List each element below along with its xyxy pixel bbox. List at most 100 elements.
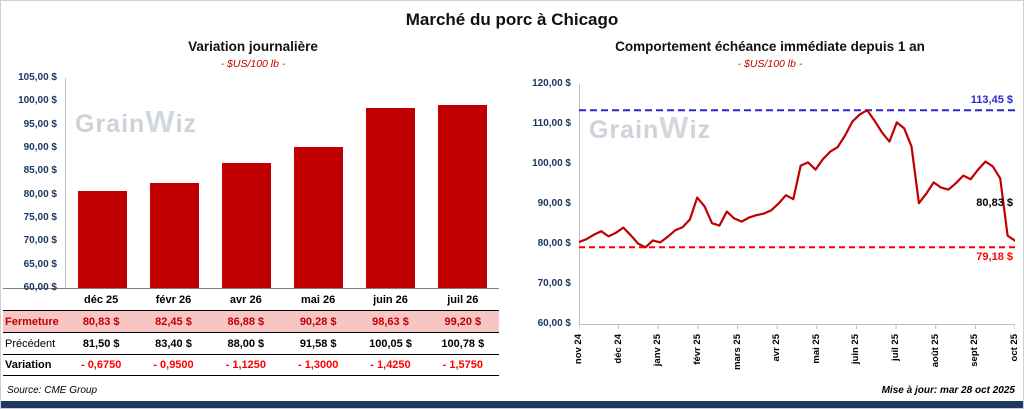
month-label: mai 26 bbox=[301, 293, 336, 306]
table-row: Fermeture 80,83 $ 82,45 $ 86,88 $ 90,28 $ 98,… bbox=[3, 310, 499, 332]
bar-y-tick: 70,00 $ bbox=[23, 235, 57, 247]
grainwiz-watermark: GrainWiz bbox=[589, 110, 711, 146]
table-value: 90,28 $ bbox=[299, 315, 337, 328]
page-title: Marché du porc à Chicago bbox=[405, 10, 619, 29]
line-x-tick-label: août 25 bbox=[929, 334, 941, 368]
line-y-tick: 70,00 $ bbox=[537, 278, 571, 289]
bar-slot bbox=[210, 78, 282, 288]
bar-chart: 105,00 $ 100,00 $ 95,00 $ 90,00 $ 85,00 $ 80,… bbox=[3, 72, 503, 293]
bar-chart-section: Variation journalière - $US/100 lb - 105… bbox=[3, 37, 503, 376]
line-x-tick-label: oct 25 bbox=[1009, 334, 1020, 362]
bar-y-axis: 105,00 $ 100,00 $ 95,00 $ 90,00 $ 85,00 $ 80,… bbox=[3, 72, 61, 293]
watermark-text: W bbox=[145, 104, 176, 139]
table-value: 80,83 $ bbox=[82, 315, 120, 328]
line-x-tick-label: mai 25 bbox=[810, 334, 822, 364]
line-x-tick-label: avr 25 bbox=[771, 334, 783, 362]
line-y-axis: 120,00 $ 110,00 $ 100,00 $ 90,00 $ 80,00 $ 70… bbox=[517, 78, 575, 329]
updated-note: Mise à jour: mar 28 oct 2025 bbox=[881, 385, 1015, 396]
line-chart-title: Comportement échéance immédiate depuis 1… bbox=[615, 39, 925, 54]
table-value: 86,88 $ bbox=[227, 315, 265, 328]
bar-slot bbox=[66, 78, 138, 288]
row-label: Variation bbox=[5, 359, 52, 371]
table-value: - 1,4250 bbox=[370, 359, 411, 371]
table-row: Variation - 0,6750 - 0,9500 - 1,1250 - 1,300… bbox=[3, 354, 499, 376]
month-label: juin 26 bbox=[373, 293, 408, 306]
table-value: - 1,1250 bbox=[225, 359, 267, 371]
bar bbox=[77, 190, 127, 288]
line-chart-section: Comportement échéance immédiate depuis 1… bbox=[517, 37, 1023, 384]
bar-chart-subtitle: - $US/100 lb - bbox=[220, 58, 286, 70]
table-value: 99,20 $ bbox=[444, 315, 482, 328]
row-label: Précédent bbox=[5, 337, 56, 350]
line-x-tick-label: juil 25 bbox=[890, 334, 902, 361]
bar bbox=[366, 107, 416, 288]
bar-slot bbox=[138, 78, 210, 288]
table-value: - 1,3000 bbox=[297, 359, 339, 371]
last-price-label: 80,83 $ bbox=[976, 197, 1013, 209]
line-plot-area: 113,45 $ 80,83 $ 79,18 $ GrainWiz bbox=[579, 84, 1015, 330]
month-header-row: déc 25 févr 26 avr 26 mai 26 juin 26 juil 26 bbox=[3, 288, 499, 310]
bar-y-tick: 100,00 $ bbox=[18, 95, 57, 107]
bar-slot bbox=[427, 78, 499, 288]
table-value: - 1,5750 bbox=[442, 359, 484, 371]
table-value: 82,45 $ bbox=[155, 315, 192, 328]
month-label: avr 26 bbox=[229, 293, 262, 306]
line-y-tick: 60,00 $ bbox=[537, 318, 571, 329]
bar bbox=[149, 183, 199, 288]
bar-y-tick: 75,00 $ bbox=[23, 212, 57, 223]
table-value: 98,63 $ bbox=[372, 315, 409, 328]
min-price-label: 79,18 $ bbox=[976, 251, 1013, 264]
bar-slot bbox=[355, 78, 427, 288]
grainwiz-watermark: GrainWiz bbox=[75, 104, 197, 140]
bar-slot bbox=[283, 78, 355, 288]
month-label: déc 25 bbox=[84, 293, 119, 306]
bar bbox=[221, 162, 271, 288]
month-label: juil 26 bbox=[447, 293, 479, 306]
line-x-tick-label: sept 25 bbox=[969, 334, 981, 367]
line-x-tick-label: janv 25 bbox=[652, 334, 664, 367]
table-value: 91,58 $ bbox=[299, 337, 337, 350]
source-note: Source: CME Group bbox=[7, 385, 98, 396]
watermark-text: iz bbox=[175, 110, 198, 138]
watermark-text: Grain bbox=[589, 116, 660, 144]
table-value: 100,78 $ bbox=[441, 337, 485, 350]
month-label: févr 26 bbox=[155, 293, 192, 306]
bar-y-tick: 65,00 $ bbox=[23, 258, 57, 270]
bar bbox=[438, 105, 488, 288]
bar-chart-title: Variation journalière bbox=[188, 39, 318, 54]
table-value: - 0,6750 bbox=[80, 359, 122, 371]
bar-y-tick: 90,00 $ bbox=[23, 142, 57, 153]
max-price-label: 113,45 $ bbox=[970, 94, 1013, 107]
bar bbox=[294, 146, 344, 288]
table-value: 83,40 $ bbox=[155, 337, 192, 350]
line-chart-subtitle: - $US/100 lb - bbox=[737, 58, 803, 70]
line-chart: 120,00 $ 110,00 $ 100,00 $ 90,00 $ 80,00 $ 70… bbox=[517, 78, 1023, 384]
table-value: 88,00 $ bbox=[227, 337, 265, 350]
table-value: 100,05 $ bbox=[369, 337, 412, 350]
bar-y-tick: 80,00 $ bbox=[23, 188, 57, 200]
watermark-text: Grain bbox=[75, 110, 146, 138]
table-value: 81,50 $ bbox=[82, 337, 120, 350]
line-y-tick: 110,00 $ bbox=[532, 118, 571, 129]
bar-y-tick: 105,00 $ bbox=[18, 72, 57, 83]
bar-y-tick: 95,00 $ bbox=[23, 118, 57, 130]
watermark-text: W bbox=[659, 110, 690, 145]
line-x-axis: nov 24 déc 24 janv 25 févr 25 mars 25 avr 25 m… bbox=[573, 334, 1020, 382]
price-series bbox=[579, 109, 1015, 249]
table-row: Précédent 81,50 $ 83,40 $ 88,00 $ 91,58 $ 100… bbox=[3, 332, 499, 354]
line-chart-svg bbox=[579, 84, 1015, 329]
line-y-tick: 100,00 $ bbox=[532, 158, 571, 169]
bottom-accent-bar bbox=[1, 401, 1023, 408]
line-y-tick: 90,00 $ bbox=[537, 198, 571, 209]
line-x-tick-label: févr 25 bbox=[691, 334, 703, 365]
line-x-tick-label: déc 24 bbox=[612, 334, 624, 364]
bar-y-tick: 60,00 $ bbox=[23, 282, 57, 293]
table-value: - 0,9500 bbox=[153, 359, 194, 371]
watermark-text: iz bbox=[689, 116, 712, 144]
line-x-tick-label: nov 24 bbox=[573, 334, 584, 365]
bar-plot-area bbox=[65, 78, 499, 288]
price-table: déc 25 févr 26 avr 26 mai 26 juin 26 juil 26 F… bbox=[3, 288, 499, 376]
row-label: Fermeture bbox=[5, 315, 59, 328]
line-x-tick-label: mars 25 bbox=[731, 334, 743, 370]
